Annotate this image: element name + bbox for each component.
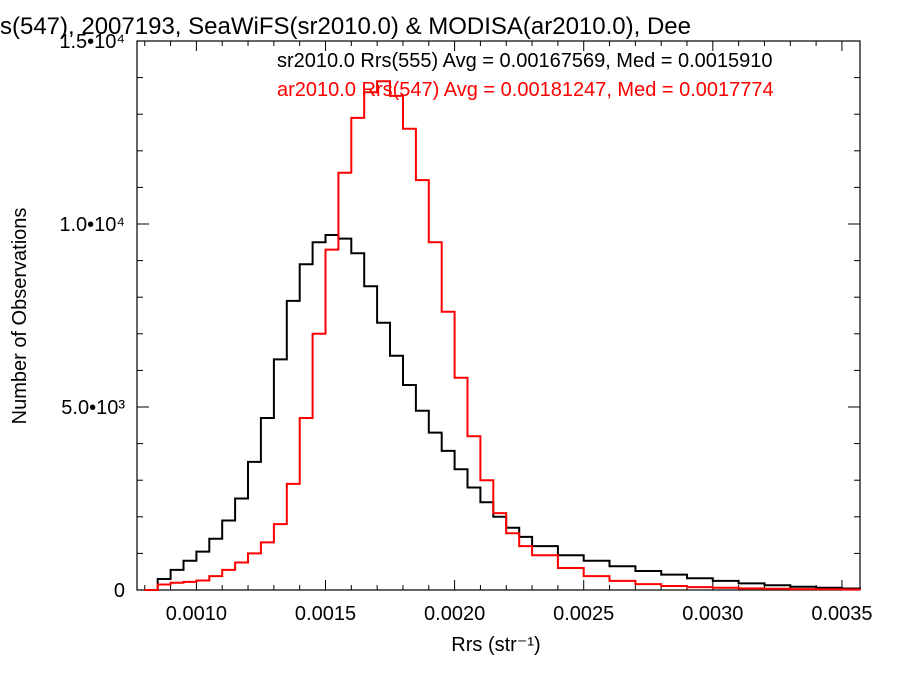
x-axis-label: Rrs (str⁻¹) (451, 634, 540, 656)
legend: sr2010.0 Rrs(555) Avg = 0.00167569, Med … (277, 50, 774, 101)
x-tick-label: 0.0020 (424, 603, 485, 625)
legend-entry-ar2010: ar2010.0 Rrs(547) Avg = 0.00181247, Med … (277, 79, 774, 101)
x-tick-label: 0.0030 (682, 603, 743, 625)
x-tick-label: 0.0025 (553, 603, 614, 625)
x-tick-labels: 0.0010 0.0015 0.0020 0.0025 0.0030 0.0035 (166, 603, 873, 625)
y-tick-label: 1.5•10⁴ (59, 31, 125, 53)
y-tick-labels: 0 5.0•10³ 1.0•10⁴ 1.5•10⁴ (59, 31, 125, 602)
y-tick-label: 1.0•10⁴ (59, 214, 125, 236)
x-tick-label: 0.0035 (811, 603, 872, 625)
x-tick-label: 0.0010 (166, 603, 227, 625)
x-tick-label: 0.0015 (295, 603, 356, 625)
axis-ticks (137, 40, 860, 591)
chart-title: rs(547), 2007193, SeaWiFS(sr2010.0) & MO… (0, 13, 691, 40)
y-tick-label: 5.0•10³ (61, 397, 125, 419)
y-tick-label: 0 (114, 580, 125, 602)
series-layer (144, 80, 861, 591)
series-line-1 (144, 80, 861, 591)
legend-entry-sr2010: sr2010.0 Rrs(555) Avg = 0.00167569, Med … (277, 50, 773, 72)
series-line-0 (144, 234, 861, 591)
plot-frame (136, 40, 861, 591)
y-axis-label: Number of Observations (9, 208, 31, 425)
